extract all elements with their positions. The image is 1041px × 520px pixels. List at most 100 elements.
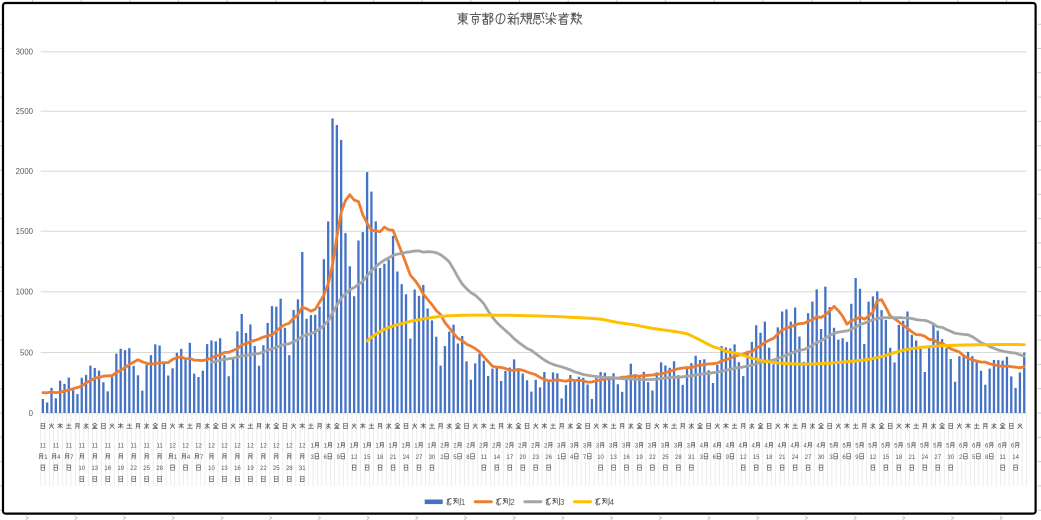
- svg-text:15: 15: [883, 455, 890, 461]
- svg-text:22: 22: [649, 455, 656, 461]
- svg-text:6: 6: [985, 444, 989, 450]
- svg-text:3: 3: [674, 444, 678, 450]
- svg-text:5: 5: [894, 444, 898, 450]
- svg-text:1: 1: [401, 444, 405, 450]
- svg-text:7: 7: [583, 455, 587, 461]
- svg-text:4: 4: [739, 444, 743, 450]
- svg-text:19: 19: [247, 466, 254, 472]
- svg-text:12: 12: [195, 444, 202, 450]
- svg-text:12: 12: [870, 455, 877, 461]
- svg-text:2: 2: [518, 444, 522, 450]
- svg-text:6: 6: [972, 444, 976, 450]
- svg-text:6: 6: [998, 444, 1002, 450]
- svg-text:2: 2: [505, 444, 509, 450]
- svg-text:10: 10: [208, 466, 215, 472]
- svg-text:4: 4: [700, 444, 704, 450]
- svg-text:13: 13: [221, 466, 228, 472]
- svg-text:22: 22: [260, 466, 267, 472]
- svg-text:2: 2: [453, 444, 457, 450]
- svg-text:4: 4: [764, 444, 768, 450]
- svg-text:8: 8: [985, 455, 989, 461]
- svg-text:5: 5: [972, 455, 976, 461]
- svg-text:1: 1: [311, 444, 315, 450]
- svg-text:12: 12: [208, 444, 215, 450]
- svg-text:21: 21: [908, 455, 915, 461]
- svg-text:1500: 1500: [16, 227, 34, 236]
- svg-text:3: 3: [596, 444, 600, 450]
- svg-text:12: 12: [247, 444, 254, 450]
- svg-text:3: 3: [635, 444, 639, 450]
- svg-text:30: 30: [818, 455, 825, 461]
- svg-text:12: 12: [299, 444, 306, 450]
- svg-text:19: 19: [636, 455, 643, 461]
- svg-text:4: 4: [726, 444, 730, 450]
- svg-text:1000: 1000: [16, 288, 34, 297]
- svg-text:1: 1: [362, 444, 366, 450]
- svg-text:12: 12: [351, 455, 358, 461]
- svg-text:4: 4: [790, 444, 794, 450]
- svg-text:4: 4: [570, 455, 574, 461]
- svg-text:4: 4: [816, 444, 820, 450]
- svg-text:5: 5: [920, 444, 924, 450]
- svg-text:12: 12: [221, 444, 228, 450]
- svg-text:11: 11: [105, 444, 112, 450]
- svg-text:26: 26: [545, 455, 552, 461]
- svg-text:18: 18: [766, 455, 773, 461]
- svg-text:9: 9: [336, 455, 340, 461]
- svg-text:1: 1: [388, 444, 392, 450]
- svg-text:13: 13: [91, 466, 98, 472]
- svg-text:2: 2: [531, 444, 535, 450]
- svg-text:14: 14: [493, 455, 500, 461]
- svg-text:3: 3: [557, 444, 561, 450]
- svg-text:24: 24: [403, 455, 410, 461]
- svg-text:4: 4: [610, 498, 615, 507]
- svg-text:3: 3: [661, 444, 665, 450]
- svg-text:12: 12: [740, 455, 747, 461]
- svg-text:7: 7: [70, 455, 74, 461]
- svg-text:5: 5: [842, 444, 846, 450]
- svg-text:11: 11: [79, 444, 86, 450]
- svg-text:3: 3: [622, 444, 626, 450]
- svg-text:25: 25: [273, 466, 280, 472]
- svg-text:14: 14: [1012, 455, 1019, 461]
- svg-text:1: 1: [461, 498, 465, 507]
- svg-text:16: 16: [104, 466, 111, 472]
- svg-text:5: 5: [868, 444, 872, 450]
- svg-text:15: 15: [364, 455, 371, 461]
- svg-text:2: 2: [959, 455, 963, 461]
- svg-text:9: 9: [855, 455, 859, 461]
- svg-text:11: 11: [92, 444, 99, 450]
- svg-text:3: 3: [560, 498, 564, 507]
- svg-text:500: 500: [20, 348, 34, 357]
- svg-text:2: 2: [440, 444, 444, 450]
- svg-text:27: 27: [416, 455, 423, 461]
- svg-text:3: 3: [583, 444, 587, 450]
- svg-text:11: 11: [144, 444, 151, 450]
- svg-text:12: 12: [286, 444, 293, 450]
- svg-text:6: 6: [713, 455, 717, 461]
- svg-text:4: 4: [777, 444, 781, 450]
- svg-text:3: 3: [648, 444, 652, 450]
- svg-text:18: 18: [377, 455, 384, 461]
- svg-text:12: 12: [182, 444, 189, 450]
- svg-text:3: 3: [829, 455, 833, 461]
- svg-text:27: 27: [934, 455, 941, 461]
- svg-text:10: 10: [597, 455, 604, 461]
- svg-text:4: 4: [713, 444, 717, 450]
- svg-text:10: 10: [78, 466, 85, 472]
- svg-text:11: 11: [481, 455, 488, 461]
- svg-text:28: 28: [286, 466, 293, 472]
- svg-text:4: 4: [803, 444, 807, 450]
- svg-text:3: 3: [570, 444, 574, 450]
- svg-text:4: 4: [187, 455, 191, 461]
- svg-text:1: 1: [557, 455, 561, 461]
- svg-text:11: 11: [53, 444, 60, 450]
- svg-text:2000: 2000: [16, 167, 34, 176]
- svg-text:2: 2: [479, 444, 483, 450]
- svg-text:4: 4: [57, 455, 61, 461]
- svg-text:25: 25: [662, 455, 669, 461]
- svg-text:24: 24: [792, 455, 799, 461]
- svg-text:7: 7: [200, 455, 204, 461]
- svg-text:3: 3: [609, 444, 613, 450]
- svg-text:5: 5: [907, 444, 911, 450]
